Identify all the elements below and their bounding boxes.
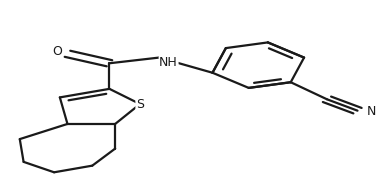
Text: O: O <box>52 45 62 58</box>
Text: NH: NH <box>159 56 178 69</box>
Text: N: N <box>367 105 376 118</box>
Text: S: S <box>136 98 144 111</box>
